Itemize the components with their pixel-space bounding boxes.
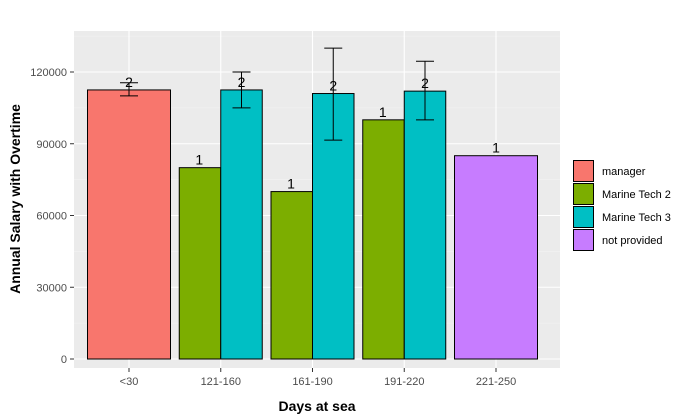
bar-group [87, 89, 538, 360]
legend-label: not provided [602, 235, 663, 247]
legend-swatch [573, 206, 594, 228]
error-bar-group [120, 47, 434, 141]
bar-count-label: 2 [125, 74, 133, 90]
legend-item: not provided [573, 229, 663, 251]
y-tick-label: 120000 [30, 67, 67, 79]
x-axis-title: Days at sea [278, 398, 355, 414]
bar-count-label: 2 [238, 74, 246, 90]
bar [362, 119, 405, 360]
x-tick-label: 221-250 [476, 376, 516, 388]
y-tick-label: 30000 [36, 282, 67, 294]
legend-item: Marine Tech 3 [573, 206, 671, 228]
y-tick-label: 90000 [36, 139, 67, 151]
legend-label: Marine Tech 3 [602, 212, 671, 224]
bar [178, 167, 222, 360]
count-label-group: 2 1 2 1 2 1 2 1 [125, 74, 500, 192]
y-tick-label: 0 [61, 354, 67, 366]
bar [454, 155, 538, 360]
bar-count-label: 1 [492, 140, 500, 156]
legend-swatch [573, 229, 594, 251]
x-axis: <30 121-160 161-190 191-220 221-250 [120, 368, 516, 388]
bar-count-label: 1 [195, 152, 203, 168]
legend-swatch [573, 183, 594, 205]
legend-item: Marine Tech 2 [573, 183, 671, 205]
x-tick-label: 161-190 [292, 376, 332, 388]
legend-label: Marine Tech 2 [602, 189, 671, 201]
y-tick-label: 60000 [36, 211, 67, 223]
bar-count-label: 1 [287, 176, 295, 192]
bar [403, 90, 447, 360]
legend-label: manager [602, 166, 646, 178]
y-axis: 0 30000 60000 90000 120000 [30, 67, 74, 366]
bar-count-label: 2 [421, 75, 429, 91]
bar [220, 89, 263, 360]
bar-count-label: 1 [379, 104, 387, 120]
bar [87, 89, 171, 360]
x-tick-label: 121-160 [201, 376, 241, 388]
y-axis-title: Annual Salary with Overtime [7, 104, 23, 294]
x-tick-label: <30 [120, 376, 139, 388]
x-tick-label: 191-220 [384, 376, 424, 388]
legend-item: manager [573, 160, 646, 182]
bar [270, 191, 313, 360]
legend-swatch [573, 160, 594, 182]
bar-count-label: 2 [329, 78, 337, 94]
legend: manager Marine Tech 2 Marine Tech 3 not pro… [573, 160, 671, 251]
